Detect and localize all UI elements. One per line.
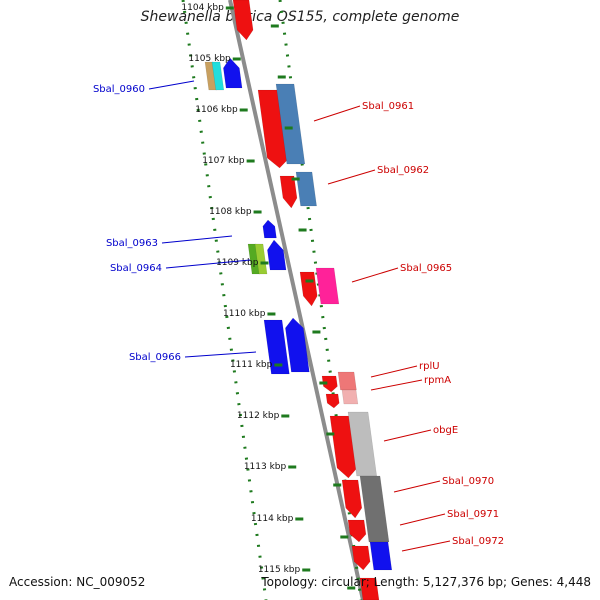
gene-label-leader xyxy=(161,235,233,244)
kbp-label: 1113 kbp xyxy=(244,462,287,472)
kbp-label: 1114 kbp xyxy=(251,514,294,524)
gene-label-leader xyxy=(401,540,451,552)
kbp-label: 1106 kbp xyxy=(195,105,238,115)
gene-arrow xyxy=(262,219,277,239)
genome-backbone xyxy=(228,0,365,600)
gene-label-leader xyxy=(370,379,423,391)
gene-label-leader xyxy=(148,80,195,90)
gene-label: Sbal_0972 xyxy=(452,536,504,547)
gene-block xyxy=(359,475,390,543)
gene-label: Sbal_0971 xyxy=(447,509,499,520)
kbp-label: 1104 kbp xyxy=(181,3,224,13)
gene-block xyxy=(275,83,306,165)
gene-label-leader xyxy=(393,480,441,493)
gene-label-leader xyxy=(399,513,446,526)
gene-block xyxy=(263,319,290,375)
gene-label: Sbal_0970 xyxy=(442,476,494,487)
kbp-label: 1111 kbp xyxy=(230,360,273,370)
gene-label-leader xyxy=(370,365,418,378)
gene-arrow xyxy=(347,519,367,543)
kbp-label: 1112 kbp xyxy=(237,411,280,421)
gene-label: Sbal_0961 xyxy=(362,101,414,112)
gene-arrow xyxy=(279,175,298,209)
gene-arrow xyxy=(299,271,318,307)
gene-label-leader xyxy=(383,429,432,442)
topology-text: Topology: circular; Length: 5,127,376 bp… xyxy=(261,575,591,589)
gene-block xyxy=(359,577,380,600)
gene-label: Sbal_0960 xyxy=(93,84,145,95)
kbp-label: 1107 kbp xyxy=(202,156,245,166)
gene-label: Sbal_0964 xyxy=(110,263,162,274)
kbp-label: 1109 kbp xyxy=(216,258,259,268)
gene-block xyxy=(341,389,359,405)
left-dotted-track xyxy=(181,0,268,600)
gene-arrow xyxy=(329,415,358,479)
kbp-label: 1108 kbp xyxy=(209,207,252,217)
gene-label-leader xyxy=(327,169,376,185)
gene-arrow xyxy=(267,239,287,271)
page-title: Shewanella baltica OS155, complete genom… xyxy=(140,9,460,25)
gene-label: Sbal_0962 xyxy=(377,165,429,176)
gene-label: Sbal_0966 xyxy=(129,352,181,363)
gene-block xyxy=(254,243,268,275)
gene-arrow xyxy=(223,57,243,89)
gene-arrow xyxy=(321,375,338,393)
gene-block xyxy=(369,541,393,571)
gene-block xyxy=(211,61,225,91)
gene-label-leader xyxy=(184,351,257,358)
gene-block xyxy=(295,171,317,207)
gene-label: Sbal_0963 xyxy=(106,238,158,249)
gene-block xyxy=(337,371,357,391)
kbp-label: 1110 kbp xyxy=(223,309,266,319)
gene-arrow xyxy=(232,0,254,41)
kbp-label: 1115 kbp xyxy=(258,565,301,575)
gene-arrow xyxy=(351,545,371,571)
gene-label: obgE xyxy=(433,425,458,436)
gene-label-leader xyxy=(351,267,399,283)
gene-label-leader xyxy=(165,259,251,269)
gene-arrow xyxy=(285,317,310,373)
gene-block xyxy=(315,267,340,305)
gene-label: rplU xyxy=(419,361,440,372)
gene-label: rpmA xyxy=(424,375,451,386)
gene-label-leader xyxy=(313,105,361,122)
gene-arrow xyxy=(341,479,363,519)
gene-arrow xyxy=(325,393,340,409)
gene-label: Sbal_0965 xyxy=(400,263,452,274)
accession-text: Accession: NC_009052 xyxy=(9,575,146,589)
kbp-label: 1105 kbp xyxy=(188,54,231,64)
